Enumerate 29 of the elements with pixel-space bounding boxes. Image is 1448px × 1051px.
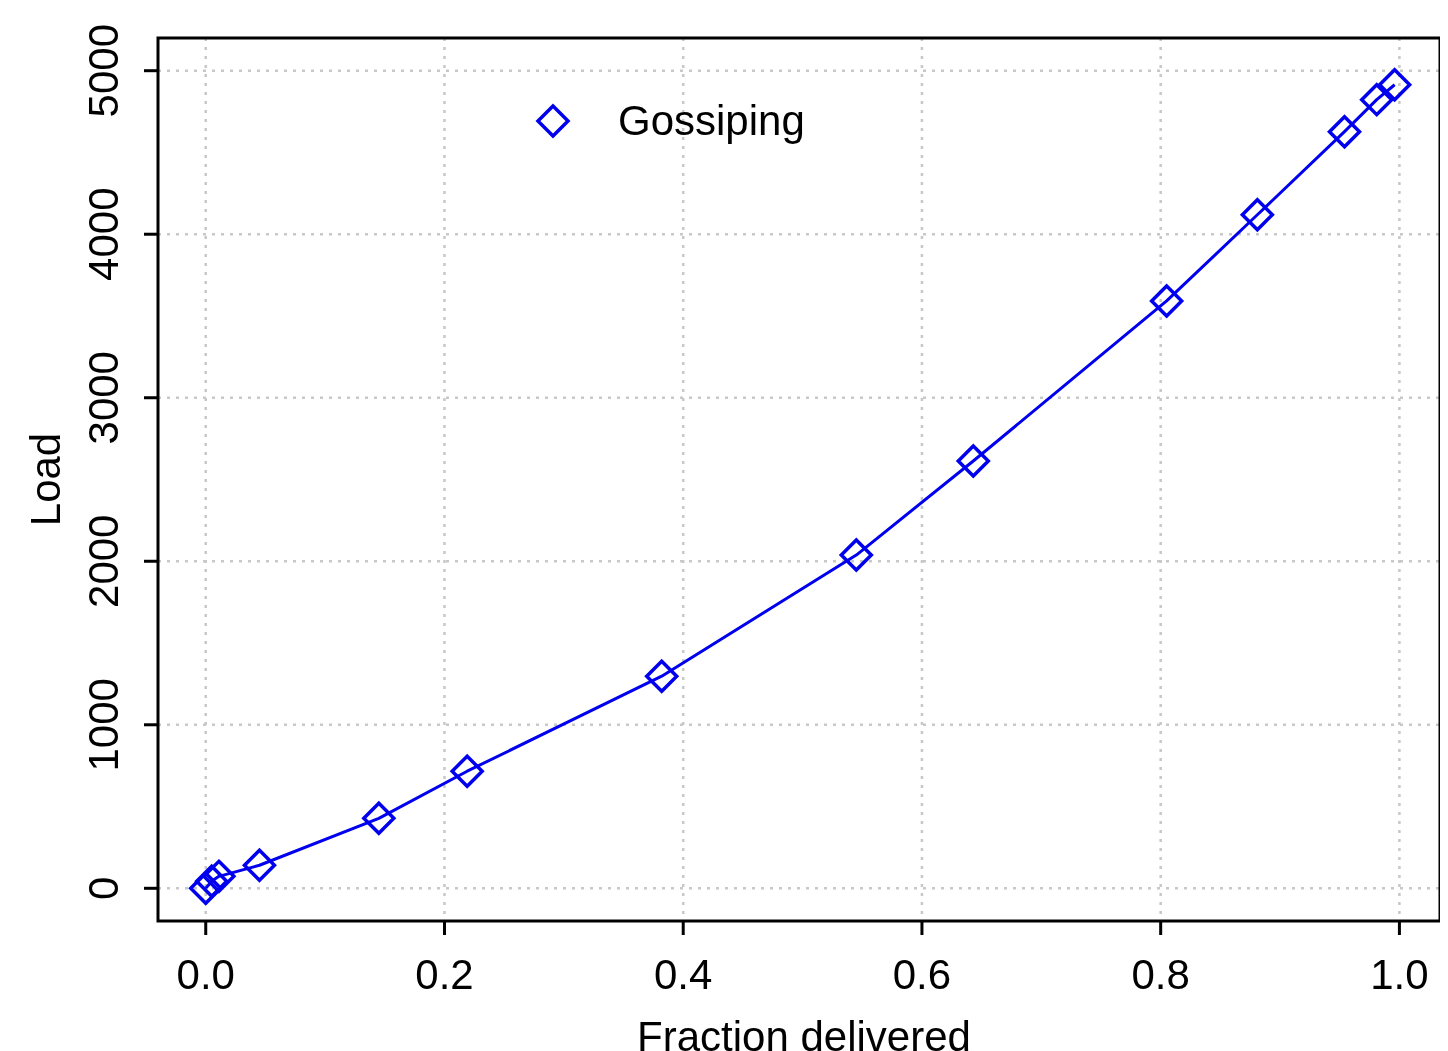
point: [1327, 114, 1362, 149]
point: [450, 754, 484, 788]
x-axis-title: Fraction delivered: [637, 1013, 971, 1051]
point: [242, 848, 277, 882]
point: [194, 864, 229, 899]
point: [1377, 68, 1412, 102]
y-tick-label: 1000: [80, 678, 127, 772]
point: [644, 659, 679, 693]
x-tick-label: 0.8: [1131, 951, 1190, 998]
point: [956, 444, 991, 478]
point: [1359, 82, 1394, 117]
x-tick-label: 0.0: [176, 951, 235, 998]
point: [189, 871, 223, 906]
y-tick-label: 3000: [80, 351, 127, 445]
x-tick-label: 0.2: [415, 951, 474, 998]
y-tick-label: 0: [80, 876, 127, 900]
y-tick-label: 4000: [80, 187, 127, 281]
x-tick-label: 0.6: [892, 951, 952, 998]
legend-label: Gossiping: [618, 97, 805, 144]
point: [1240, 198, 1275, 232]
x-tick-label: 0.4: [654, 951, 713, 998]
y-tick-label: 5000: [80, 23, 127, 118]
x-tick-label: 1.0: [1370, 951, 1429, 998]
point: [362, 801, 396, 836]
y-tick-label: 2000: [80, 514, 127, 608]
point: [1149, 284, 1184, 318]
point: [839, 538, 874, 572]
point: [202, 859, 236, 894]
y-axis-title: Load: [22, 432, 69, 527]
